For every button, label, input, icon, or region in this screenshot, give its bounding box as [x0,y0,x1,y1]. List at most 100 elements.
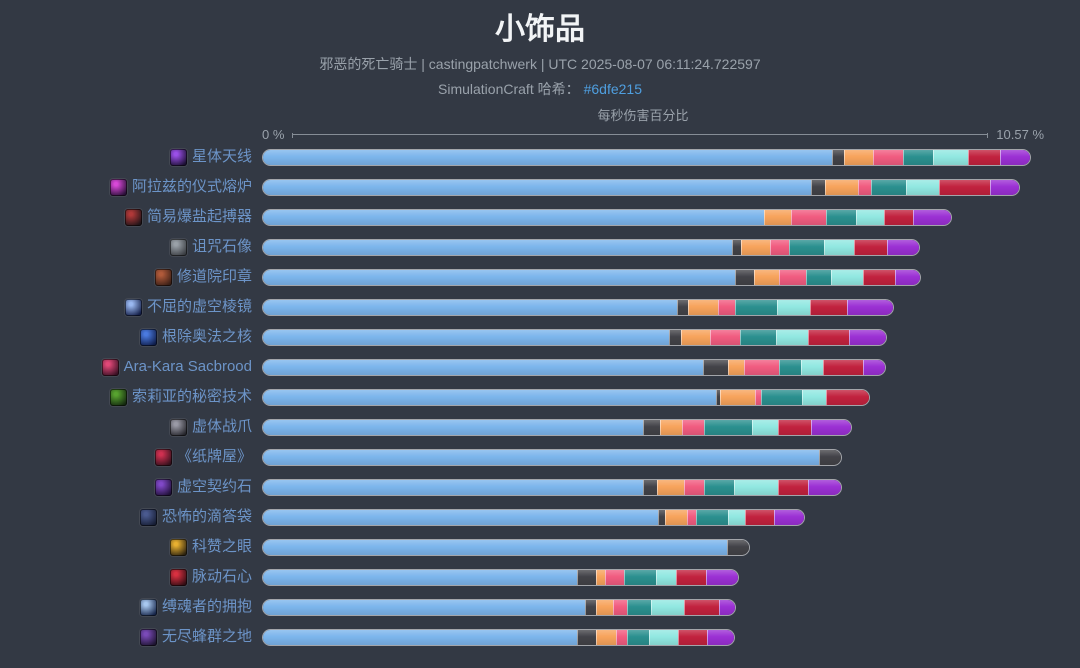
bar-segment-red[interactable] [676,569,706,585]
bar-segment-teal[interactable] [626,629,649,645]
bar-segment-mint[interactable] [727,509,745,525]
bar-segment-red[interactable] [825,389,869,405]
bar-segment-teal[interactable] [623,569,657,585]
bar-segment-dark[interactable] [818,449,841,465]
trinket-dps-bar[interactable] [262,178,1021,196]
trinket-dps-bar[interactable] [262,478,842,496]
bar-segment-purple[interactable] [774,509,805,525]
bar-segment-blue[interactable] [263,359,703,375]
trinket-name-link[interactable]: 不屈的虚空棱镜 [146,298,252,315]
bar-segment-teal[interactable] [871,179,907,195]
bar-segment-mint[interactable] [651,599,685,615]
trinket-dps-bar[interactable] [262,448,842,466]
trinket-dps-bar[interactable] [262,148,1031,166]
bar-segment-teal[interactable] [825,209,856,225]
bar-segment-purple[interactable] [1000,149,1030,165]
bar-segment-mint[interactable] [733,479,779,495]
trinket-dps-bar[interactable] [262,508,806,526]
bar-segment-dark[interactable] [677,299,689,315]
bar-segment-orange[interactable] [657,479,685,495]
bar-segment-pink[interactable] [681,419,704,435]
bar-segment-orange[interactable] [754,269,780,285]
bar-segment-red[interactable] [854,239,887,255]
bar-segment-teal[interactable] [739,329,777,345]
bar-segment-orange[interactable] [740,239,771,255]
bar-segment-pink[interactable] [779,269,806,285]
bar-segment-dark[interactable] [831,149,844,165]
bar-segment-pink[interactable] [709,329,740,345]
bar-segment-pink[interactable] [754,389,761,405]
bar-segment-dark[interactable] [643,479,658,495]
trinket-name-link[interactable]: 科赞之眼 [191,538,252,555]
bar-segment-red[interactable] [884,209,914,225]
bar-segment-pink[interactable] [612,599,627,615]
bar-segment-blue[interactable] [263,509,659,525]
trinket-dps-bar[interactable] [262,298,895,316]
bar-segment-dark[interactable] [576,569,596,585]
bar-segment-teal[interactable] [789,239,825,255]
trinket-name-link[interactable]: 无尽蜂群之地 [161,628,252,645]
bar-segment-blue[interactable] [263,209,765,225]
bar-segment-teal[interactable] [760,389,802,405]
bar-segment-dark[interactable] [731,239,741,255]
trinket-name-link[interactable]: 简易爆盐起搏器 [146,208,252,225]
bar-segment-orange[interactable] [764,209,792,225]
bar-segment-orange[interactable] [680,329,710,345]
trinket-dps-bar[interactable] [262,418,852,436]
trinket-dps-bar[interactable] [262,388,870,406]
bar-segment-orange[interactable] [688,299,718,315]
bar-segment-teal[interactable] [626,599,652,615]
bar-segment-dark[interactable] [669,329,681,345]
bar-segment-blue[interactable] [263,299,677,315]
bar-segment-red[interactable] [823,359,863,375]
bar-segment-mint[interactable] [801,389,826,405]
bar-segment-purple[interactable] [913,209,951,225]
bar-segment-pink[interactable] [770,239,790,255]
bar-segment-pink[interactable] [791,209,826,225]
bar-segment-teal[interactable] [703,419,752,435]
bar-segment-pink[interactable] [604,569,624,585]
bar-segment-mint[interactable] [830,269,863,285]
bar-segment-orange[interactable] [659,419,682,435]
bar-segment-blue[interactable] [263,179,811,195]
bar-segment-pink[interactable] [717,299,735,315]
bar-segment-dark[interactable] [726,539,749,555]
trinket-name-link[interactable]: 虚体战爪 [191,418,252,435]
trinket-name-link[interactable]: 阿拉兹的仪式熔炉 [131,178,252,195]
bar-segment-teal[interactable] [695,509,728,525]
bar-segment-blue[interactable] [263,389,716,405]
bar-segment-red[interactable] [967,149,1001,165]
bar-segment-red[interactable] [744,509,775,525]
bar-segment-blue[interactable] [263,449,819,465]
bar-segment-blue[interactable] [263,569,577,585]
trinket-name-link[interactable]: 星体天线 [191,148,252,165]
bar-segment-mint[interactable] [751,419,779,435]
bar-segment-orange[interactable] [824,179,858,195]
bar-segment-teal[interactable] [734,299,778,315]
bar-segment-purple[interactable] [706,629,734,645]
bar-segment-mint[interactable] [906,179,939,195]
bar-segment-blue[interactable] [263,329,670,345]
bar-segment-teal[interactable] [703,479,734,495]
bar-segment-blue[interactable] [263,539,727,555]
bar-segment-red[interactable] [807,329,850,345]
trinket-name-link[interactable]: 诅咒石像 [191,238,252,255]
bar-segment-purple[interactable] [895,269,921,285]
bar-segment-purple[interactable] [808,479,841,495]
simc-hash-link[interactable]: #6dfe215 [583,81,642,97]
trinket-dps-bar[interactable] [262,328,888,346]
trinket-dps-bar[interactable] [262,268,922,286]
trinket-name-link[interactable]: 虚空契约石 [176,478,252,495]
bar-segment-red[interactable] [938,179,990,195]
bar-segment-mint[interactable] [648,629,679,645]
bar-segment-blue[interactable] [263,149,832,165]
bar-segment-dark[interactable] [584,599,596,615]
bar-segment-pink[interactable] [744,359,780,375]
bar-segment-red[interactable] [684,599,719,615]
trinket-name-link[interactable]: 缚魂者的拥抱 [161,598,252,615]
bar-segment-dark[interactable] [576,629,596,645]
bar-segment-mint[interactable] [824,239,855,255]
bar-segment-purple[interactable] [849,329,887,345]
bar-segment-mint[interactable] [777,299,811,315]
trinket-name-link[interactable]: 脉动石心 [191,568,252,585]
